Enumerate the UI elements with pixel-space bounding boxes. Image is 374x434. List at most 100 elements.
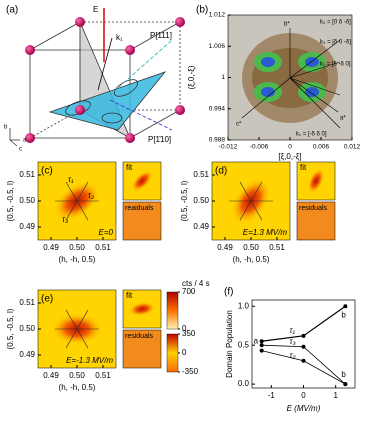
colorbar-title: cts / 4 s [182,279,210,288]
y-tick-label: 1.0 [238,301,250,310]
tau-label: τ₁ [68,175,74,184]
x-tick-label: 0.50 [69,243,85,252]
series-label: τ₂ [290,351,296,360]
residual-map [122,329,162,369]
x-tick-label: 0.012 [344,144,361,151]
series-point [301,358,306,363]
residuals-label: residuals [125,333,154,340]
fit-peak [130,169,154,193]
panel-label: (a) [6,5,18,16]
y-tick-label: 0.5 [238,340,250,349]
y-tick-label: 0.0 [238,379,250,388]
p1-label: P[111] [150,31,172,40]
k-label: k₁ [116,33,123,42]
series-point [301,333,306,338]
k-arrow [97,37,113,91]
colorbar-tick-label: 0 [182,348,187,357]
contour [305,57,319,67]
annotation: k₃ = [δ 0 -δ] [320,40,351,46]
reciprocal-vector [289,77,339,113]
field-label: E=1.3 MV/m [243,228,288,237]
reciprocal-vector [241,77,291,119]
x-axis-label: E (MV/m) [287,404,321,413]
colorbar [166,333,179,373]
colorbar-tick-label: -350 [182,367,199,376]
tau-label: τ₃ [62,215,68,224]
annotation: k₁ = [δ -δ 0] [320,62,351,68]
y-tick-label: 0.49 [193,222,209,231]
field-label: E=0 [99,228,114,237]
annotation: k₁ = [-δ δ 0] [296,132,327,138]
atom [75,17,85,27]
tau-label: τ₂ [88,191,94,200]
reciprocal-vector [289,77,341,129]
x-axis-label: (h, -h, 0.5) [59,383,96,392]
series-point [301,344,306,349]
x-tick-label: 1 [333,391,338,400]
p2-arrow [109,99,173,131]
domain-axis [65,181,89,221]
y-tick-label: 0.994 [209,105,226,112]
y-tick-label: 1.006 [209,43,226,50]
colorbar-tick-label: 700 [182,287,196,296]
atom [25,45,35,55]
y-axis-label: (0.5, -0.5, l) [6,308,15,349]
y-axis-label: (ξ,0,-ξ) [187,65,196,89]
annotation: b [341,310,346,319]
reciprocal-vector [289,39,341,79]
p2-label: P[1̄10] [148,135,171,144]
contour [261,57,275,67]
reciprocal-vector [289,77,341,96]
y-tick-label: 0.988 [209,137,226,144]
panel-label: (b) [196,5,208,16]
series-point [343,382,348,387]
annotation: b [341,370,346,379]
atom [125,133,135,143]
y-tick-label: 0.50 [19,324,35,333]
x-tick-label: 0.50 [69,371,85,380]
annotation: c* [236,122,242,128]
y-tick-label: 1 [221,74,225,81]
panel-label: (f) [224,287,233,298]
panel-a [9,8,185,147]
y-axis-label: (0.5, -0.5, l) [6,180,15,221]
y-tick-label: 0.50 [19,196,35,205]
series-point [343,304,348,309]
fit-label: fit [300,163,307,172]
x-tick-label: 0.51 [95,243,111,252]
series-point [259,343,264,348]
fit-label: fit [126,163,133,172]
field-label: E=-1.3 MV/m [66,356,113,365]
colorbar-tick-label: 350 [182,329,196,338]
annotation: k₂ = [0 δ -δ] [320,20,351,26]
panel-label: (e) [41,294,53,305]
atom [175,17,185,27]
cube-edge [29,21,81,51]
axis-label: a [23,138,27,144]
annotation: a [254,336,259,345]
e-label: E [93,5,98,14]
domain-axis [65,309,89,349]
series-point [259,339,264,344]
series-label: τ₁ [290,326,296,335]
x-tick-label: 0.49 [217,243,233,252]
contour [305,87,319,97]
residuals-label: residuals [299,205,328,212]
x-axis-label: [ξ,0,-ξ] [278,152,301,161]
series-point [259,348,264,353]
colorbar [166,291,179,330]
panel-label: (c) [41,166,53,177]
y-tick-label: 0.51 [19,298,35,307]
axis-label: c [19,147,22,153]
x-tick-label: 0.51 [269,243,285,252]
cube-edge [29,109,81,139]
atom [125,45,135,55]
panel-label: (d) [215,166,227,177]
fit-peak [128,301,156,317]
x-tick-label: 0.49 [43,371,59,380]
x-tick-label: 0.006 [313,144,330,151]
domain-ellipse [101,112,123,124]
axis-label: b [4,125,8,131]
x-tick-label: 0 [301,391,306,400]
colorbar-tick-label: 0 [182,324,187,333]
